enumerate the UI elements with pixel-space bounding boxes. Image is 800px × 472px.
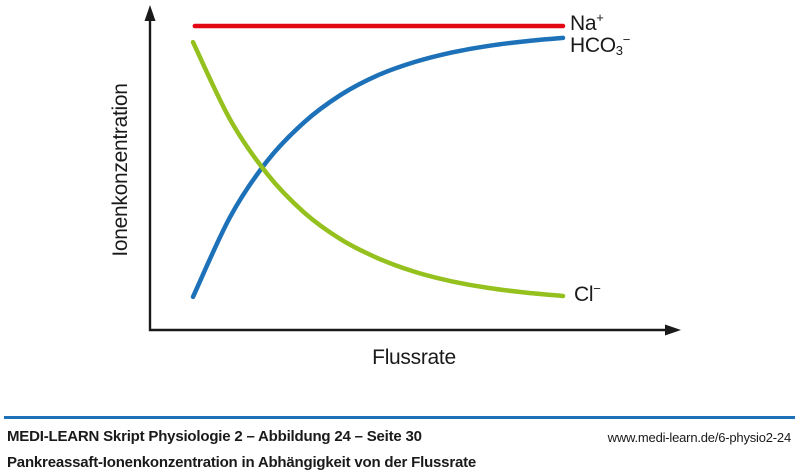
series-label-cl: Cl− (574, 281, 601, 307)
footer-source-line: MEDI-LEARN Skript Physiologie 2 – Abbild… (7, 428, 422, 445)
series-label-cl-base: Cl (574, 283, 594, 306)
footer-url: www.medi-learn.de/6-physio2-24 (607, 430, 792, 445)
series-label-cl-sup: − (593, 281, 601, 296)
series-label-na-base: Na (570, 12, 597, 35)
x-axis-arrowhead (665, 324, 681, 336)
series-label-hco3-base: HCO (570, 34, 616, 57)
chart-canvas (144, 5, 681, 336)
series-label-hco3: HCO3− (570, 32, 631, 58)
series-label-hco3-sup: − (622, 32, 631, 47)
y-axis-arrowhead (144, 5, 156, 21)
series-curve-hco3 (190, 35, 566, 300)
footer-caption: Pankreassaft-Ionenkonzentration in Abhän… (7, 454, 477, 471)
series-label-hco3-sub: 3 (615, 43, 623, 58)
x-axis-label: Flussrate (372, 346, 456, 369)
y-axis-label: Ionenkonzentration (109, 83, 132, 257)
footer-divider (4, 416, 795, 419)
series-curve-cl (190, 39, 566, 299)
axes-lines (148, 18, 666, 332)
series-label-na-sup: + (596, 10, 604, 25)
series-label-na: Na+ (570, 10, 604, 36)
